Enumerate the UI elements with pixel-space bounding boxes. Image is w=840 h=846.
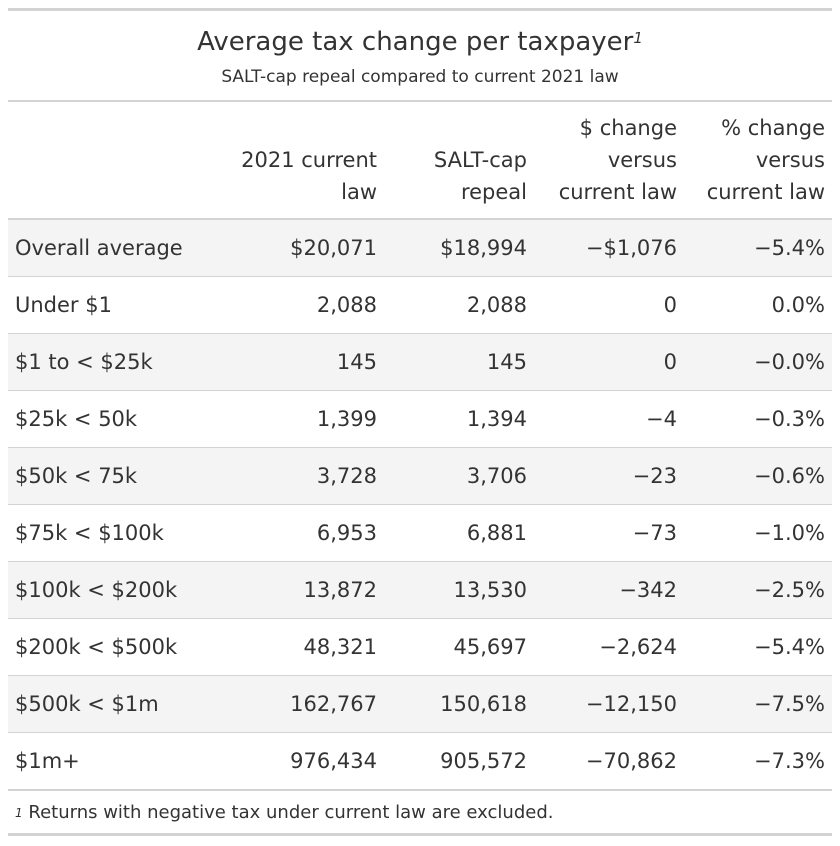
table-row: $25k < 50k 1,399 1,394 −4 −0.3% xyxy=(8,390,832,448)
dollar-change-value: −12,150 xyxy=(534,675,684,733)
percent-change-value: −5.4% xyxy=(684,219,832,277)
dollar-change-value: −4 xyxy=(534,390,684,448)
table-body: Overall average $20,071 $18,994 −$1,076 −5.4… xyxy=(8,219,832,791)
current-law-value: 6,953 xyxy=(234,504,384,562)
dollar-change-value: 0 xyxy=(534,333,684,391)
percent-change-value: −2.5% xyxy=(684,561,832,619)
column-header-dollar-change: $ change versus current law xyxy=(558,116,677,204)
table-container: Average tax change per taxpayer1 SALT-ca… xyxy=(8,8,832,836)
table-subtitle: SALT-cap repeal compared to current 2021… xyxy=(221,67,619,87)
row-label: $75k < $100k xyxy=(8,504,234,562)
percent-change-value: −0.3% xyxy=(684,390,832,448)
repeal-value: $18,994 xyxy=(384,219,534,277)
current-law-value: 3,728 xyxy=(234,447,384,505)
table-footnote: 1 Returns with negative tax under curren… xyxy=(8,791,832,836)
current-law-value: 162,767 xyxy=(234,675,384,733)
dollar-change-value: −2,624 xyxy=(534,618,684,676)
row-label: Under $1 xyxy=(8,276,234,334)
dollar-change-value: −70,862 xyxy=(534,732,684,791)
title-text: Average tax change per taxpayer xyxy=(197,27,634,57)
repeal-value: 1,394 xyxy=(384,390,534,448)
dollar-change-value: −73 xyxy=(534,504,684,562)
repeal-value: 13,530 xyxy=(384,561,534,619)
repeal-value: 905,572 xyxy=(384,732,534,791)
row-label: $25k < 50k xyxy=(8,390,234,448)
current-law-value: $20,071 xyxy=(234,219,384,277)
table-row: Overall average $20,071 $18,994 −$1,076 −5.4… xyxy=(8,219,832,277)
current-law-value: 1,399 xyxy=(234,390,384,448)
row-label: $500k < $1m xyxy=(8,675,234,733)
repeal-value: 45,697 xyxy=(384,618,534,676)
row-label: $100k < $200k xyxy=(8,561,234,619)
footnote-text: Returns with negative tax under current … xyxy=(28,802,554,823)
table-row: $200k < $500k 48,321 45,697 −2,624 −5.4% xyxy=(8,618,832,676)
column-header-current-law: 2021 current law xyxy=(241,148,377,204)
repeal-value: 2,088 xyxy=(384,276,534,334)
percent-change-value: 0.0% xyxy=(684,276,832,334)
row-label: $50k < 75k xyxy=(8,447,234,505)
table-row: $1 to < $25k 145 145 0 −0.0% xyxy=(8,333,832,391)
current-law-value: 145 xyxy=(234,333,384,391)
column-header-percent-change: % change versus current law xyxy=(706,116,825,204)
row-label: $1 to < $25k xyxy=(8,333,234,391)
row-label: Overall average xyxy=(8,219,234,277)
table-row: $50k < 75k 3,728 3,706 −23 −0.6% xyxy=(8,447,832,505)
table-title: Average tax change per taxpayer1 xyxy=(8,27,832,57)
footnote-mark: 1 xyxy=(15,806,23,820)
repeal-value: 3,706 xyxy=(384,447,534,505)
table-row: $500k < $1m 162,767 150,618 −12,150 −7.5% xyxy=(8,675,832,733)
repeal-value: 145 xyxy=(384,333,534,391)
title-footnote-mark: 1 xyxy=(633,29,643,47)
dollar-change-value: −$1,076 xyxy=(534,219,684,277)
table-row: $75k < $100k 6,953 6,881 −73 −1.0% xyxy=(8,504,832,562)
current-law-value: 976,434 xyxy=(234,732,384,791)
percent-change-value: −7.3% xyxy=(684,732,832,791)
data-table: 2021 current law SALT-cap repeal $ chang… xyxy=(8,100,832,791)
percent-change-value: −1.0% xyxy=(684,504,832,562)
percent-change-value: −0.6% xyxy=(684,447,832,505)
table-row: Under $1 2,088 2,088 0 0.0% xyxy=(8,276,832,334)
table-row: $100k < $200k 13,872 13,530 −342 −2.5% xyxy=(8,561,832,619)
current-law-value: 2,088 xyxy=(234,276,384,334)
column-header-group xyxy=(8,101,234,219)
dollar-change-value: 0 xyxy=(534,276,684,334)
dollar-change-value: −342 xyxy=(534,561,684,619)
header-row: 2021 current law SALT-cap repeal $ chang… xyxy=(8,101,832,219)
row-label: $200k < $500k xyxy=(8,618,234,676)
column-header-salt-cap-repeal: SALT-cap repeal xyxy=(433,148,527,204)
repeal-value: 150,618 xyxy=(384,675,534,733)
row-label: $1m+ xyxy=(8,732,234,791)
dollar-change-value: −23 xyxy=(534,447,684,505)
percent-change-value: −7.5% xyxy=(684,675,832,733)
current-law-value: 13,872 xyxy=(234,561,384,619)
table-row: $1m+ 976,434 905,572 −70,862 −7.3% xyxy=(8,732,832,791)
percent-change-value: −5.4% xyxy=(684,618,832,676)
percent-change-value: −0.0% xyxy=(684,333,832,391)
repeal-value: 6,881 xyxy=(384,504,534,562)
current-law-value: 48,321 xyxy=(234,618,384,676)
